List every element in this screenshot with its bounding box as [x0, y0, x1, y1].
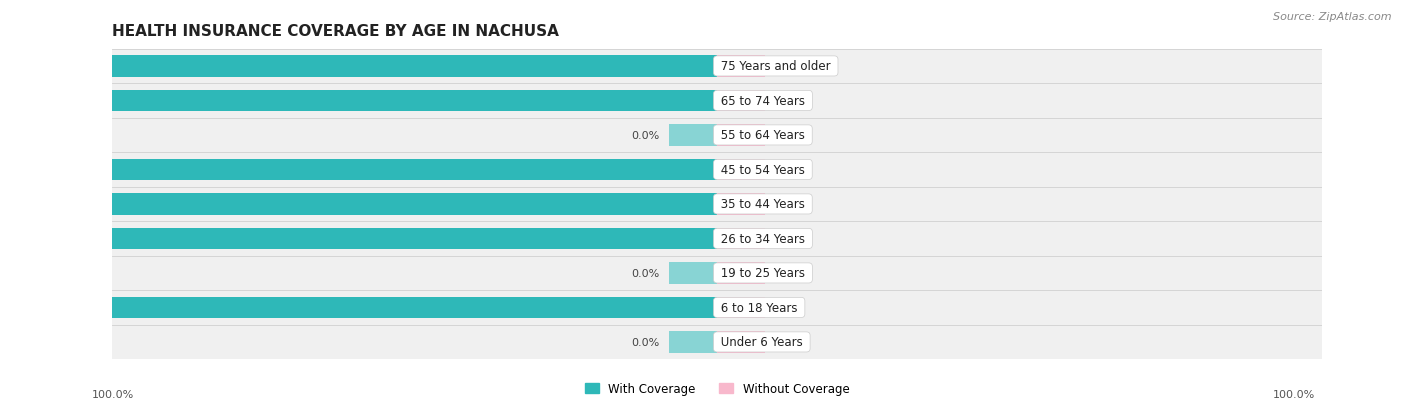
- Bar: [112, 297, 717, 318]
- Bar: [112, 256, 1322, 290]
- Bar: [112, 84, 1322, 119]
- Bar: [717, 228, 765, 249]
- Bar: [717, 90, 765, 112]
- Text: 100.0%: 100.0%: [58, 303, 104, 313]
- Bar: [717, 297, 765, 318]
- Text: 35 to 44 Years: 35 to 44 Years: [717, 198, 808, 211]
- Text: 0.0%: 0.0%: [775, 131, 803, 140]
- Text: 75 Years and older: 75 Years and older: [717, 60, 834, 73]
- Bar: [112, 194, 717, 215]
- Text: 55 to 64 Years: 55 to 64 Years: [717, 129, 808, 142]
- Text: 0.0%: 0.0%: [775, 165, 803, 175]
- Bar: [112, 90, 717, 112]
- Text: 0.0%: 0.0%: [775, 268, 803, 278]
- Text: 26 to 34 Years: 26 to 34 Years: [717, 233, 808, 245]
- Bar: [669, 331, 717, 353]
- Text: 100.0%: 100.0%: [58, 96, 104, 106]
- Bar: [112, 159, 717, 181]
- Text: 0.0%: 0.0%: [775, 337, 803, 347]
- Text: 100.0%: 100.0%: [58, 165, 104, 175]
- Bar: [112, 325, 1322, 359]
- Bar: [717, 56, 765, 78]
- Bar: [112, 119, 1322, 153]
- Legend: With Coverage, Without Coverage: With Coverage, Without Coverage: [579, 377, 855, 400]
- Text: 100.0%: 100.0%: [58, 62, 104, 72]
- Bar: [669, 125, 717, 146]
- Text: 100.0%: 100.0%: [91, 389, 134, 399]
- Text: 100.0%: 100.0%: [1272, 389, 1315, 399]
- Bar: [112, 56, 717, 78]
- Text: 0.0%: 0.0%: [775, 199, 803, 209]
- Bar: [669, 263, 717, 284]
- Text: 65 to 74 Years: 65 to 74 Years: [717, 95, 808, 108]
- Bar: [112, 222, 1322, 256]
- Bar: [717, 125, 765, 146]
- Text: Under 6 Years: Under 6 Years: [717, 336, 807, 349]
- Bar: [112, 290, 1322, 325]
- Text: 0.0%: 0.0%: [775, 62, 803, 72]
- Text: 6 to 18 Years: 6 to 18 Years: [717, 301, 801, 314]
- Bar: [717, 159, 765, 181]
- Text: 19 to 25 Years: 19 to 25 Years: [717, 267, 808, 280]
- Bar: [112, 153, 1322, 187]
- Bar: [112, 228, 717, 249]
- Text: HEALTH INSURANCE COVERAGE BY AGE IN NACHUSA: HEALTH INSURANCE COVERAGE BY AGE IN NACH…: [112, 24, 560, 39]
- Text: 0.0%: 0.0%: [775, 303, 803, 313]
- Text: 0.0%: 0.0%: [775, 234, 803, 244]
- Text: 0.0%: 0.0%: [631, 337, 659, 347]
- Text: 100.0%: 100.0%: [58, 199, 104, 209]
- Bar: [717, 263, 765, 284]
- Text: 0.0%: 0.0%: [631, 268, 659, 278]
- Text: 0.0%: 0.0%: [775, 96, 803, 106]
- Bar: [112, 50, 1322, 84]
- Text: 0.0%: 0.0%: [631, 131, 659, 140]
- Bar: [717, 331, 765, 353]
- Bar: [112, 187, 1322, 222]
- Text: 100.0%: 100.0%: [58, 234, 104, 244]
- Text: 45 to 54 Years: 45 to 54 Years: [717, 164, 808, 176]
- Bar: [717, 194, 765, 215]
- Text: Source: ZipAtlas.com: Source: ZipAtlas.com: [1274, 12, 1392, 22]
